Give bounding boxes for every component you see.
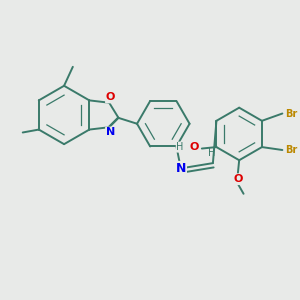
Text: Br: Br [285,109,297,118]
Text: Br: Br [285,145,297,155]
Text: N: N [106,128,115,137]
Text: H: H [208,148,215,158]
Text: H: H [176,142,184,152]
Text: O: O [233,174,242,184]
Text: N: N [176,162,186,175]
Text: O: O [190,142,199,152]
Text: O: O [106,92,115,103]
